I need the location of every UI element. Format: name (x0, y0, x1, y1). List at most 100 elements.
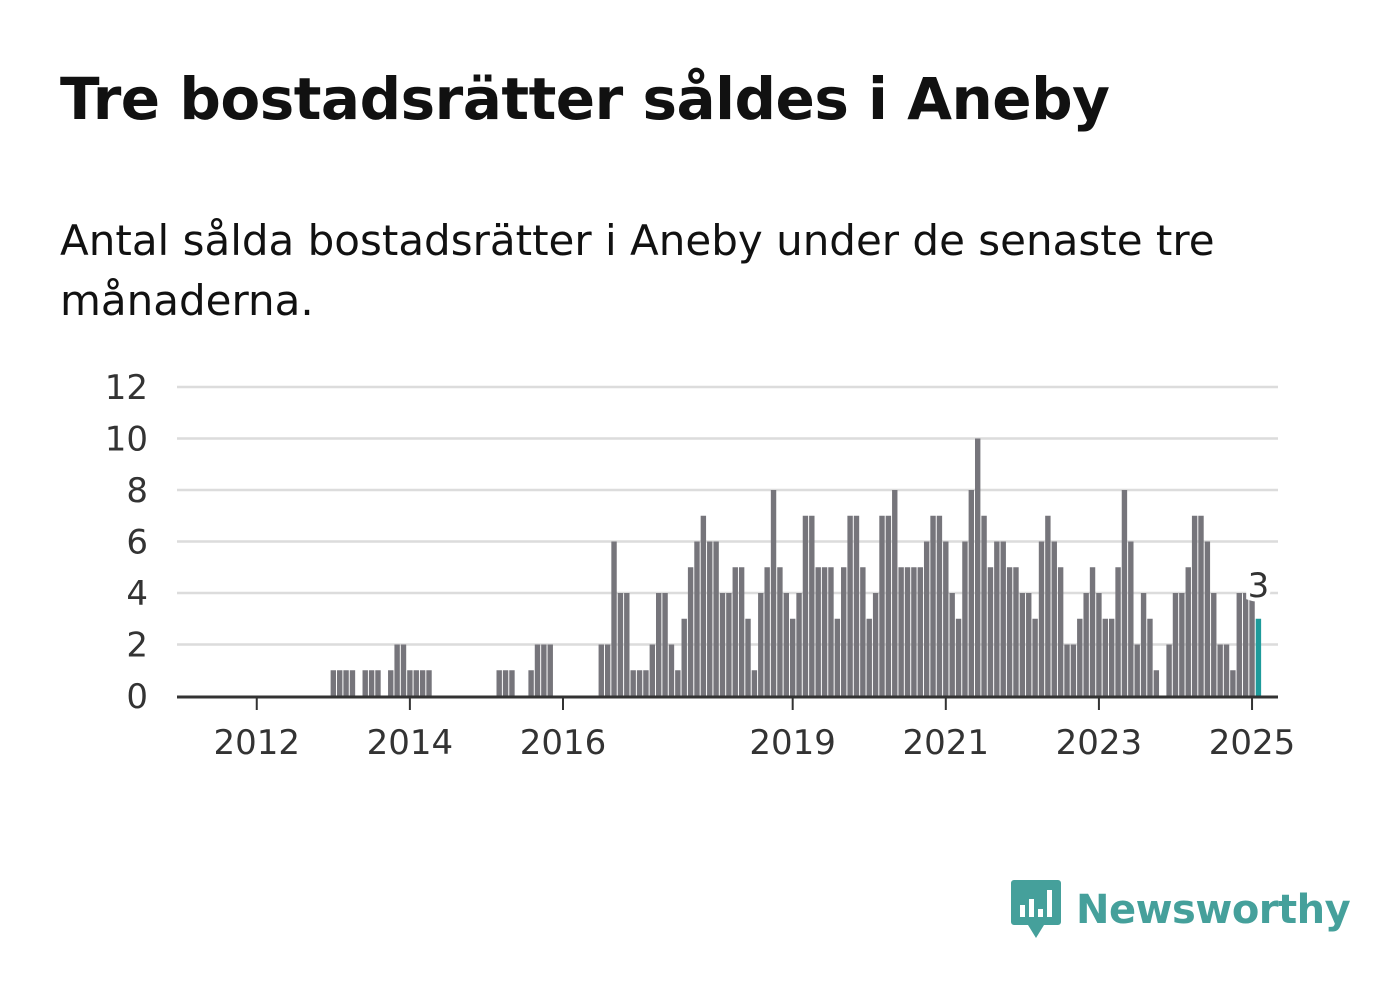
bar (1185, 567, 1191, 696)
bar (1198, 515, 1204, 696)
x-tick-label: 2012 (213, 723, 300, 763)
bar (1102, 618, 1108, 696)
bar (1242, 593, 1249, 696)
bar (745, 618, 751, 696)
bar (841, 567, 847, 696)
bar (917, 567, 923, 696)
bar (1096, 593, 1102, 696)
bar (1236, 593, 1242, 696)
bar (732, 567, 738, 696)
bar (1057, 567, 1064, 696)
bar (726, 593, 732, 696)
bar (649, 644, 656, 696)
bar (368, 670, 375, 696)
bar (624, 593, 630, 696)
bar (911, 567, 917, 696)
bar (847, 515, 853, 696)
bar (1000, 541, 1006, 696)
bar (687, 567, 694, 696)
bar (662, 593, 668, 696)
bar (1134, 644, 1140, 696)
bar (675, 670, 681, 696)
bar (407, 670, 413, 696)
bar (758, 593, 764, 696)
bar (1249, 593, 1255, 696)
bar (713, 541, 719, 696)
bar (1077, 618, 1083, 696)
bar (541, 644, 547, 696)
bar (1064, 644, 1070, 696)
bar (936, 515, 943, 696)
bar (1230, 670, 1236, 696)
bar (751, 670, 758, 696)
bar (866, 618, 872, 696)
newsworthy-logo: Newsworthy (1010, 878, 1351, 942)
brand-name: Newsworthy (1076, 887, 1351, 933)
bar (394, 644, 400, 696)
bar (1166, 644, 1172, 696)
bar (943, 541, 949, 696)
bar (968, 490, 975, 696)
bar (1147, 618, 1153, 696)
bars (330, 438, 1262, 696)
bar (707, 541, 713, 696)
bar (853, 515, 860, 696)
bar (694, 541, 700, 696)
bar (1172, 593, 1179, 696)
bar (426, 670, 432, 696)
y-tick-label: 2 (126, 626, 148, 666)
bar (1211, 593, 1217, 696)
bar (1013, 567, 1019, 696)
bar (547, 644, 553, 696)
bar (1089, 567, 1096, 696)
bar (962, 541, 968, 696)
bar (419, 670, 426, 696)
bar (981, 515, 987, 696)
bar (643, 670, 649, 696)
bar (668, 644, 675, 696)
x-tick-label: 2019 (749, 723, 836, 763)
bar (349, 670, 356, 696)
bar (1038, 541, 1045, 696)
bar (923, 541, 930, 696)
bar (362, 670, 368, 696)
bar (834, 618, 841, 696)
bar (509, 670, 515, 696)
chart-title: Tre bostadsrätter såldes i Aneby (60, 65, 1110, 133)
bar (738, 567, 745, 696)
y-tick-label: 12 (105, 368, 148, 408)
bar (337, 670, 343, 696)
bar (1115, 567, 1121, 696)
bar (860, 567, 866, 696)
bar (502, 670, 509, 696)
bar (1045, 515, 1051, 696)
bar-highlight (1255, 618, 1262, 696)
bar (413, 670, 419, 696)
bar (930, 515, 936, 696)
bar-chart-speech-bubble-icon (1011, 880, 1061, 938)
bar (1006, 567, 1013, 696)
bar (987, 567, 994, 696)
bar (777, 567, 783, 696)
chart-subtitle: Antal sålda bostadsrätter i Aneby under … (60, 216, 1215, 325)
y-tick-label: 0 (126, 677, 148, 717)
bar (1140, 593, 1147, 696)
bar (872, 593, 879, 696)
bar (1153, 670, 1160, 696)
bar (528, 670, 534, 696)
y-tick-label: 4 (126, 574, 148, 614)
bar (955, 618, 962, 696)
y-tick-label: 6 (126, 523, 148, 563)
bar (975, 438, 981, 696)
bar (949, 593, 955, 696)
bar (534, 644, 541, 696)
bar (809, 515, 815, 696)
bar (783, 593, 789, 696)
bar (904, 567, 911, 696)
bar (770, 490, 777, 696)
bar (719, 593, 726, 696)
bar (821, 567, 828, 696)
bar (1083, 593, 1089, 696)
y-tick-label: 8 (126, 471, 148, 511)
bar (879, 515, 885, 696)
